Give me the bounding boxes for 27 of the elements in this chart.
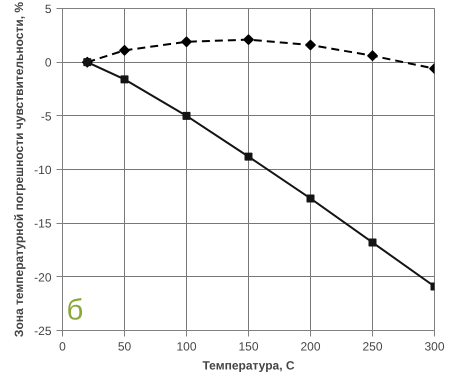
y-tick-label: 0 xyxy=(44,56,52,70)
y-tick-label: -15 xyxy=(34,216,52,231)
y-tick-label: -5 xyxy=(40,109,52,124)
y-tick-label: -20 xyxy=(34,270,52,284)
point xyxy=(367,50,378,62)
point xyxy=(181,36,192,48)
x-axis-title: Температура, С xyxy=(202,358,295,372)
point xyxy=(306,194,314,202)
x-tick-label: 50 xyxy=(118,340,132,354)
x-tick-label: 300 xyxy=(424,340,445,354)
point xyxy=(120,75,128,84)
y-tick-label: -10 xyxy=(34,163,52,177)
x-tick-label: 200 xyxy=(300,340,321,354)
x-tick-label: 0 xyxy=(59,340,66,354)
point xyxy=(243,34,254,46)
annotation: б xyxy=(66,294,84,326)
point xyxy=(244,152,252,161)
x-tick-label: 250 xyxy=(362,340,383,354)
x-tick-label: 100 xyxy=(176,340,197,354)
point xyxy=(119,44,130,56)
y-tick-label: 5 xyxy=(44,2,52,16)
y-axis-title: Зона температурной погрешности чувствительности, % xyxy=(12,2,26,338)
point xyxy=(368,238,376,246)
point xyxy=(305,40,316,50)
y-tick-label: -25 xyxy=(34,324,52,338)
x-tick-label: 150 xyxy=(238,340,259,354)
point xyxy=(182,112,190,120)
